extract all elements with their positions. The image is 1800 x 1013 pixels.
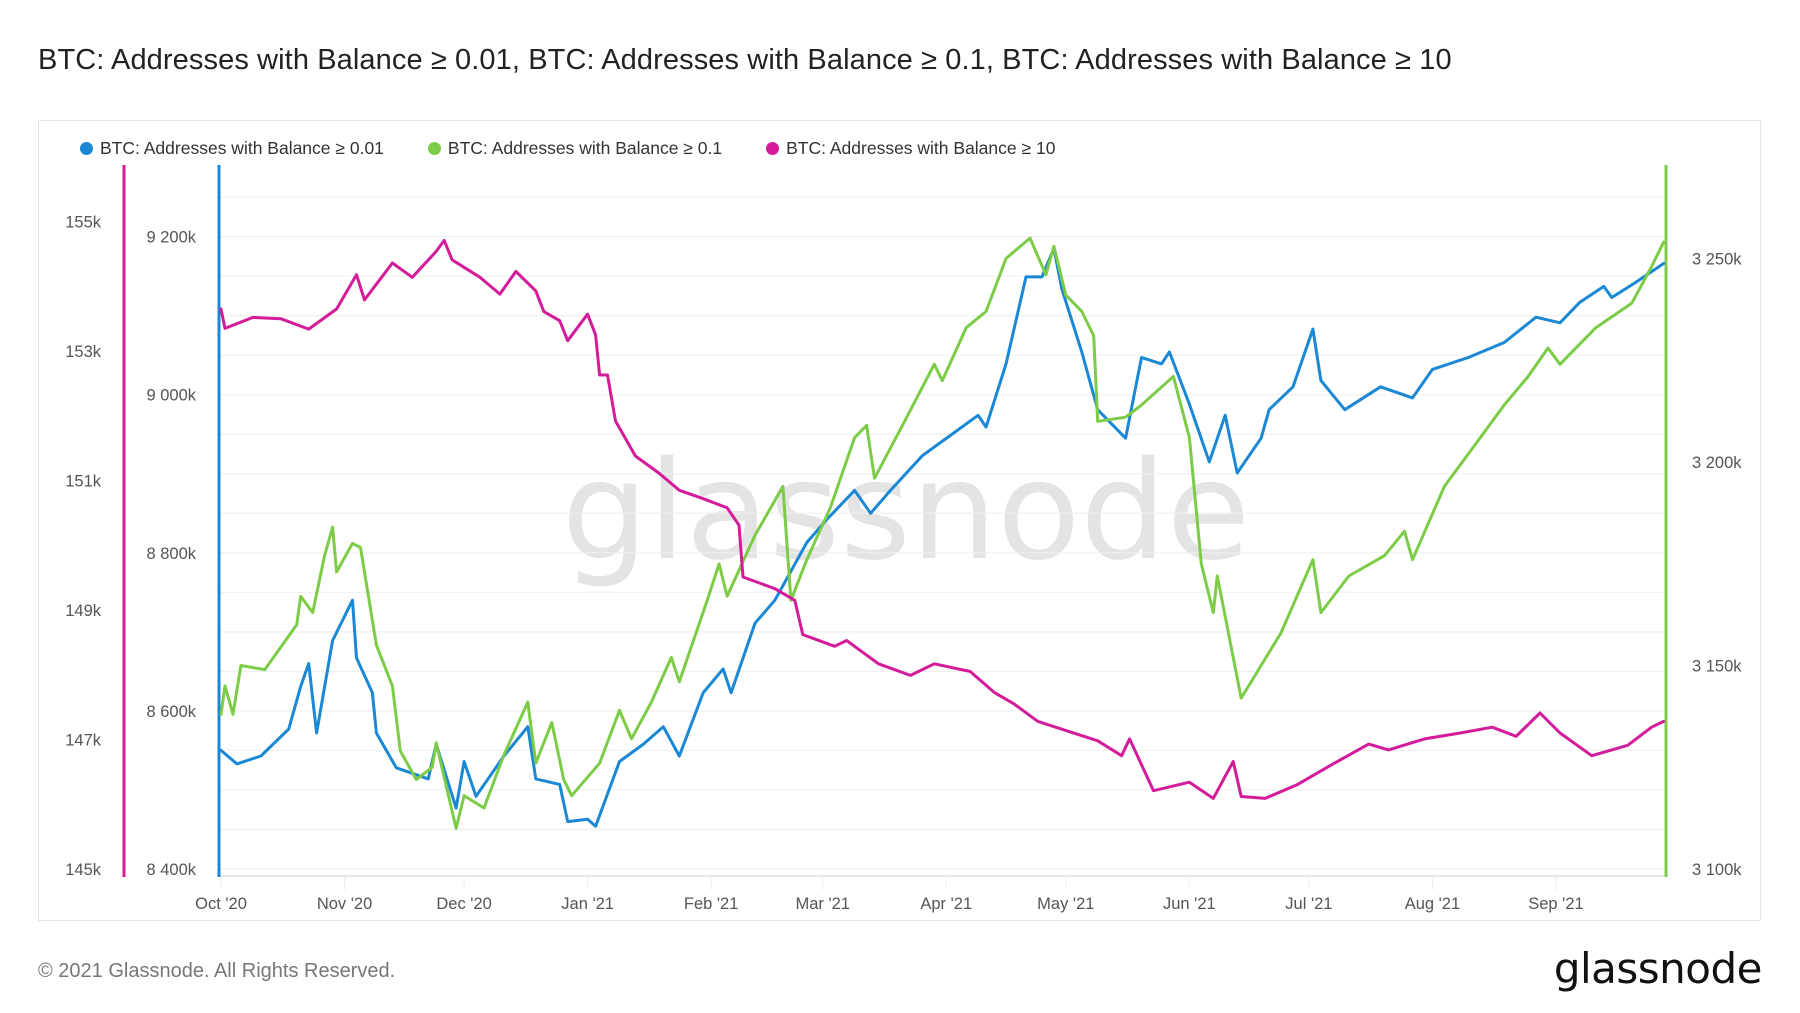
left-axis-tick-label: 145k [65,861,102,879]
left-axis-tick-label: 147k [65,732,102,750]
legend-label: BTC: Addresses with Balance ≥ 0.01 [100,138,384,158]
right-axis-tick-label: 3 100k [1692,861,1742,879]
x-axis-tick-label: Oct '20 [195,895,247,913]
legend-label: BTC: Addresses with Balance ≥ 0.1 [447,138,723,158]
x-axis-tick-label: Jun '21 [1163,895,1216,913]
legend: BTC: Addresses with Balance ≥ 0.01 BTC: A… [80,138,1099,159]
x-axis-tick-label: Jan '21 [561,895,614,913]
left-axis-tick-label: 149k [65,602,102,620]
right-axis-tick-label: 3 250k [1692,251,1742,269]
x-axis-tick-label: May '21 [1037,895,1094,913]
x-axis-tick-label: Sep '21 [1528,895,1583,913]
watermark: glassnode [562,433,1251,591]
x-axis-tick-label: Nov '20 [317,895,372,913]
x-axis-tick-label: Dec '20 [436,895,491,913]
middle-axis-tick-label: 9 200k [146,229,196,247]
chart-title: BTC: Addresses with Balance ≥ 0.01, BTC:… [38,44,1452,76]
chart-frame [38,120,1761,921]
left-axis-tick-label: 155k [65,214,102,232]
x-axis-tick-label: Feb '21 [684,895,739,913]
right-axis-tick-label: 3 200k [1692,454,1742,472]
left-axis-tick-label: 153k [65,343,102,361]
legend-item[interactable]: BTC: Addresses with Balance ≥ 10 [766,138,1055,159]
glassnode-logo[interactable]: glassnode [1553,944,1763,993]
middle-axis-tick-label: 9 000k [146,387,196,405]
legend-label: BTC: Addresses with Balance ≥ 10 [786,138,1056,158]
copyright: © 2021 Glassnode. All Rights Reserved. [38,960,396,982]
x-axis-tick-label: Aug '21 [1405,895,1460,913]
legend-dot-icon [766,142,780,155]
legend-dot-icon [427,142,441,155]
x-axis-tick-label: Mar '21 [795,895,850,913]
x-axis-tick-label: Jul '21 [1285,895,1332,913]
series-line-left [219,238,1666,800]
left-axis-tick-label: 151k [65,473,102,491]
right-axis-tick-label: 3 150k [1692,658,1742,676]
legend-dot-icon [80,142,93,155]
legend-item[interactable]: BTC: Addresses with Balance ≥ 0.1 [427,138,723,159]
middle-axis-tick-label: 8 600k [146,703,196,721]
x-axis-tick-label: Apr '21 [920,895,972,913]
legend-item[interactable]: BTC: Addresses with Balance ≥ 0.01 [80,138,384,159]
middle-axis-tick-label: 8 400k [146,861,196,879]
middle-axis-tick-label: 8 800k [146,545,196,563]
